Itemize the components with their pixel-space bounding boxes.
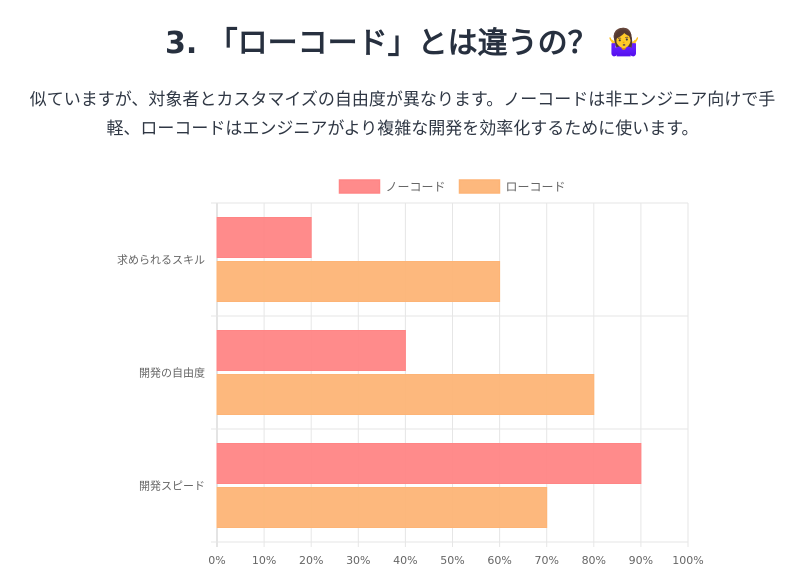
x-tick-label: 0%	[208, 554, 225, 567]
bar-nocode	[216, 330, 406, 371]
page-description: 似ていますが、対象者とカスタマイズの自由度が異なります。ノーコードは非エンジニア…	[29, 90, 776, 139]
x-tick-label: 70%	[534, 554, 558, 567]
bar-chart: ノーコード ローコード 0% 10% 20% 30% 40% 50% 60% 70% 80% 90% 1…	[117, 179, 704, 567]
legend-swatch-0	[338, 179, 381, 194]
title-text: 3. 「ローコード」とは違うの？	[164, 26, 598, 61]
x-tick-label: 10%	[252, 554, 276, 567]
bar-lowcode	[216, 261, 501, 302]
bar-lowcode	[216, 487, 548, 528]
x-tick-label: 90%	[629, 554, 653, 567]
x-tick-label: 30%	[346, 554, 370, 567]
x-tick-label: 80%	[582, 554, 606, 567]
bar-nocode	[216, 217, 312, 258]
bar-nocode	[216, 443, 642, 484]
bar-lowcode	[216, 374, 595, 415]
x-tick-label: 100%	[672, 554, 703, 567]
shrug-emoji-icon: 🤷‍♀️	[607, 28, 641, 58]
page-title: 3. 「ローコード」とは違うの？ 🤷‍♀️	[0, 18, 805, 62]
legend-label-0: ノーコード	[386, 180, 446, 194]
legend-label-1: ローコード	[506, 180, 566, 194]
y-category-label: 求められるスキル	[117, 254, 205, 267]
legend-swatch-1	[458, 179, 501, 194]
x-tick-label: 50%	[440, 554, 464, 567]
y-category-label: 開発スピード	[139, 479, 205, 493]
y-category-label: 開発の自由度	[139, 366, 205, 380]
x-tick-label: 20%	[299, 554, 323, 567]
x-tick-label: 60%	[487, 554, 511, 567]
x-tick-label: 40%	[393, 554, 417, 567]
